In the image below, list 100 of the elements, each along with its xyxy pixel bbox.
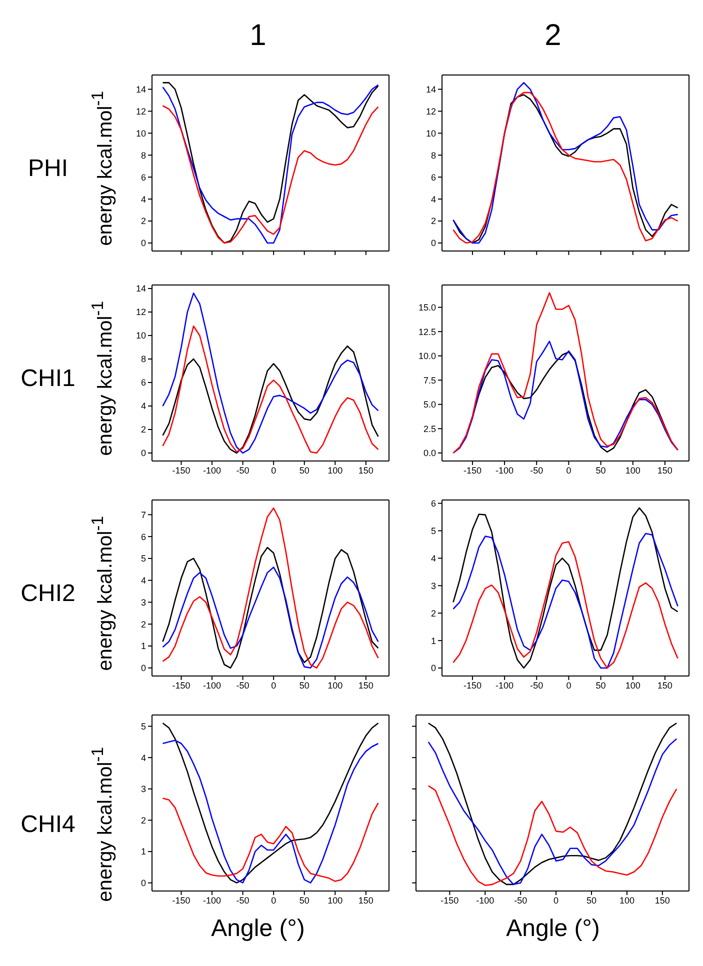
y-tick-label: 4: [430, 553, 436, 564]
x-tick-label: -150: [463, 465, 482, 476]
line-series: [452, 507, 678, 669]
y-tick-label: 1: [140, 846, 146, 857]
text: PHI: [26, 154, 69, 182]
x-tick-label: -100: [203, 465, 222, 476]
y-tick-label: 12: [136, 106, 146, 116]
line-series: [162, 292, 379, 454]
y-tick-label: 14: [426, 84, 436, 94]
y-tick-label: 12: [426, 106, 436, 116]
x-tick-label: 50: [299, 465, 310, 476]
line-series: [452, 340, 678, 454]
x-tick-label: -150: [172, 895, 190, 906]
line-series: [162, 345, 379, 454]
x-tick-label: 150: [358, 895, 374, 906]
x-tick-label: -50: [530, 680, 544, 690]
y-tick-label: 6: [140, 172, 146, 182]
y-tick-label: 8: [430, 150, 436, 160]
y-tick-label: 3: [140, 784, 146, 794]
x-tick-label: -50: [236, 465, 250, 476]
y-tick-label: 10: [136, 330, 146, 341]
x-tick-label: 0: [271, 895, 276, 906]
y-tick-label: 4: [430, 194, 436, 204]
y-tick-label: 4: [140, 194, 146, 204]
x-axis-title: Angle (°): [210, 915, 306, 943]
y-tick-label: 8: [140, 150, 146, 160]
line-series: [162, 566, 379, 669]
y-tick-label: 0: [140, 238, 146, 248]
line-series: [162, 507, 379, 669]
y-tick-label: 14: [136, 284, 146, 294]
x-tick-label: -100: [496, 680, 514, 690]
y-tick-label: 7: [140, 510, 146, 520]
y-tick-label: 5: [430, 526, 436, 536]
y-tick-label: 2: [430, 216, 436, 226]
y-tick-label: 6: [140, 532, 146, 542]
y-tick-label: 3: [430, 580, 436, 591]
text: CHI4: [20, 810, 76, 838]
x-tick-label: 50: [596, 465, 606, 476]
y-tick-label: 1: [140, 641, 146, 652]
x-tick-label: 0: [271, 680, 276, 690]
x-tick-label: 0: [566, 680, 572, 690]
y-tick-label: 3: [140, 597, 146, 608]
y-tick-label: 6: [140, 378, 146, 388]
y-tick-label: 2: [140, 216, 146, 226]
y-tick-label: 6: [430, 498, 436, 508]
x-tick-label: 100: [625, 465, 640, 476]
x-tick-label: 0: [566, 465, 572, 476]
y-tick-label: 10.0: [418, 351, 436, 362]
x-tick-label: 0: [271, 465, 276, 476]
y-tick-label: 8: [140, 354, 146, 364]
chart-title: 1: [248, 18, 268, 54]
chart-title: 2: [544, 18, 562, 54]
x-tick-label: 150: [358, 680, 374, 690]
x-tick-label: -50: [514, 895, 528, 906]
x-tick-label: 100: [625, 680, 640, 690]
y-tick-label: 12.5: [418, 326, 436, 337]
y-tick-label: 12: [136, 307, 146, 318]
line-series: [162, 325, 379, 454]
x-tick-label: 150: [654, 895, 670, 906]
x-tick-label: 150: [358, 465, 374, 476]
x-tick-label: 50: [299, 680, 310, 690]
y-tick-label: 2: [140, 815, 146, 826]
x-tick-label: -50: [236, 680, 250, 690]
y-tick-label: 10: [136, 128, 146, 138]
y-tick-label: 7.5: [423, 375, 436, 386]
y-tick-label: 0: [430, 663, 436, 674]
x-tick-label: -100: [476, 895, 494, 906]
y-tick-label: 5.0: [423, 400, 436, 410]
y-tick-label: 0: [430, 238, 436, 248]
text: CHI1: [20, 364, 76, 392]
x-tick-label: 50: [596, 680, 606, 690]
x-tick-label: 0: [554, 895, 559, 906]
x-tick-label: -150: [440, 895, 459, 906]
text: CHI2: [20, 580, 76, 608]
line-series: [452, 292, 678, 454]
y-tick-label: 0.0: [423, 448, 436, 458]
x-tick-label: -50: [236, 895, 250, 906]
x-tick-label: -100: [203, 680, 222, 690]
y-tick-label: 0: [140, 663, 146, 674]
y-tick-label: 6: [430, 172, 436, 182]
y-tick-label: 0: [140, 878, 146, 888]
y-tick-label: 2: [430, 608, 436, 618]
x-tick-label: 50: [299, 895, 310, 906]
y-tick-label: 0: [140, 448, 146, 458]
y-tick-label: 2: [140, 619, 146, 630]
line-series: [162, 546, 379, 669]
x-tick-label: 100: [328, 895, 343, 906]
x-tick-label: -100: [496, 465, 514, 476]
x-tick-label: -150: [463, 680, 482, 690]
x-tick-label: -150: [172, 680, 190, 690]
y-tick-label: 5: [140, 554, 146, 564]
y-tick-label: 2.5: [423, 424, 436, 434]
x-tick-label: -150: [172, 465, 190, 476]
y-tick-label: 1: [430, 636, 436, 646]
y-tick-label: 4: [140, 576, 146, 586]
x-tick-label: 150: [657, 680, 672, 690]
x-tick-label: -50: [530, 465, 544, 476]
x-tick-label: 100: [328, 680, 343, 690]
y-tick-label: 4: [140, 752, 146, 763]
y-tick-label: 14: [136, 84, 146, 94]
